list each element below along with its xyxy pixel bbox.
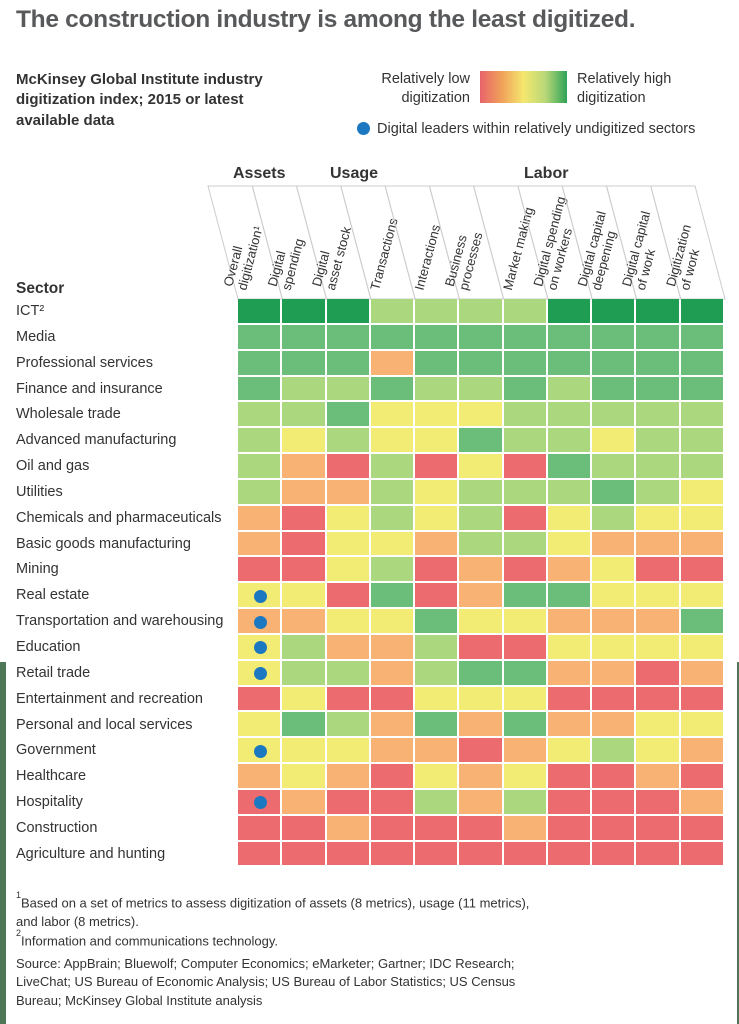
svg-text:on workersDigital spending: on workersDigital spending [530, 195, 582, 292]
svg-text:digitization¹Overall: digitization¹Overall [220, 220, 266, 292]
svg-text:processesBusiness: processesBusiness [442, 226, 486, 291]
svg-text:spendingDigital: spendingDigital [265, 233, 307, 292]
svg-text:of workDigitization: of workDigitization [663, 223, 708, 292]
svg-text:Interactions: Interactions [412, 222, 444, 291]
svg-text:asset stockDigital: asset stockDigital [309, 221, 354, 292]
